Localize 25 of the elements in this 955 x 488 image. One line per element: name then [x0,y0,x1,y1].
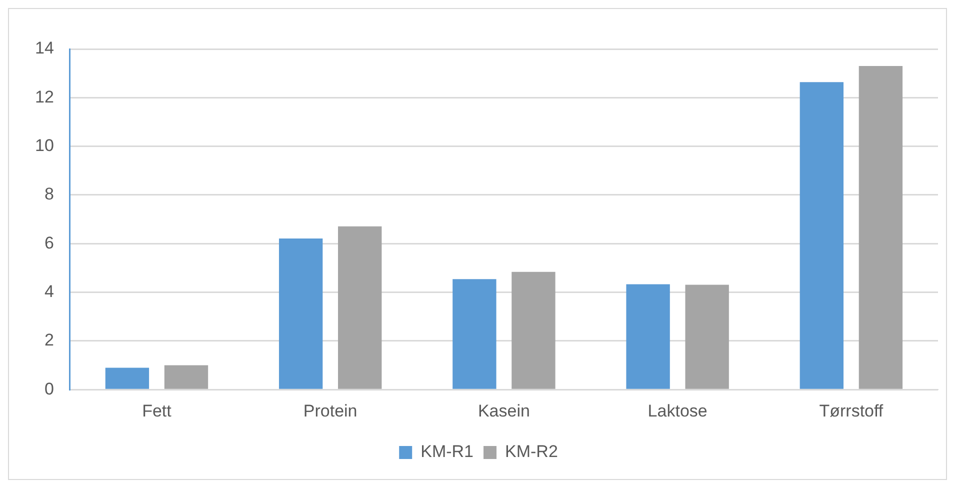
x-tick-label: Protein [303,401,358,420]
x-tick-label: Tørrstoff [819,401,884,420]
bar [338,226,382,389]
y-tick-label: 14 [34,38,54,58]
legend-label: KM-R1 [420,442,474,462]
x-tick-label: Laktose [648,401,708,420]
x-tick-label: Kasein [478,401,530,420]
y-tick-label: 12 [34,87,54,106]
bar [626,284,670,389]
bar [512,272,556,389]
legend-label: KM-R2 [505,442,558,462]
bar [164,365,208,389]
y-tick-label: 8 [44,184,54,204]
bar [800,82,844,389]
y-tick-label: 2 [44,330,54,350]
y-tick-label: 4 [44,282,54,301]
bar [278,238,323,389]
y-tick-label: 10 [34,136,54,155]
x-tick-label: Fett [142,401,172,420]
bar [858,66,903,389]
bar [685,284,729,389]
y-tick-label: 0 [44,379,54,398]
bar [452,279,496,389]
bar [105,368,150,389]
y-tick-label: 6 [44,233,54,252]
